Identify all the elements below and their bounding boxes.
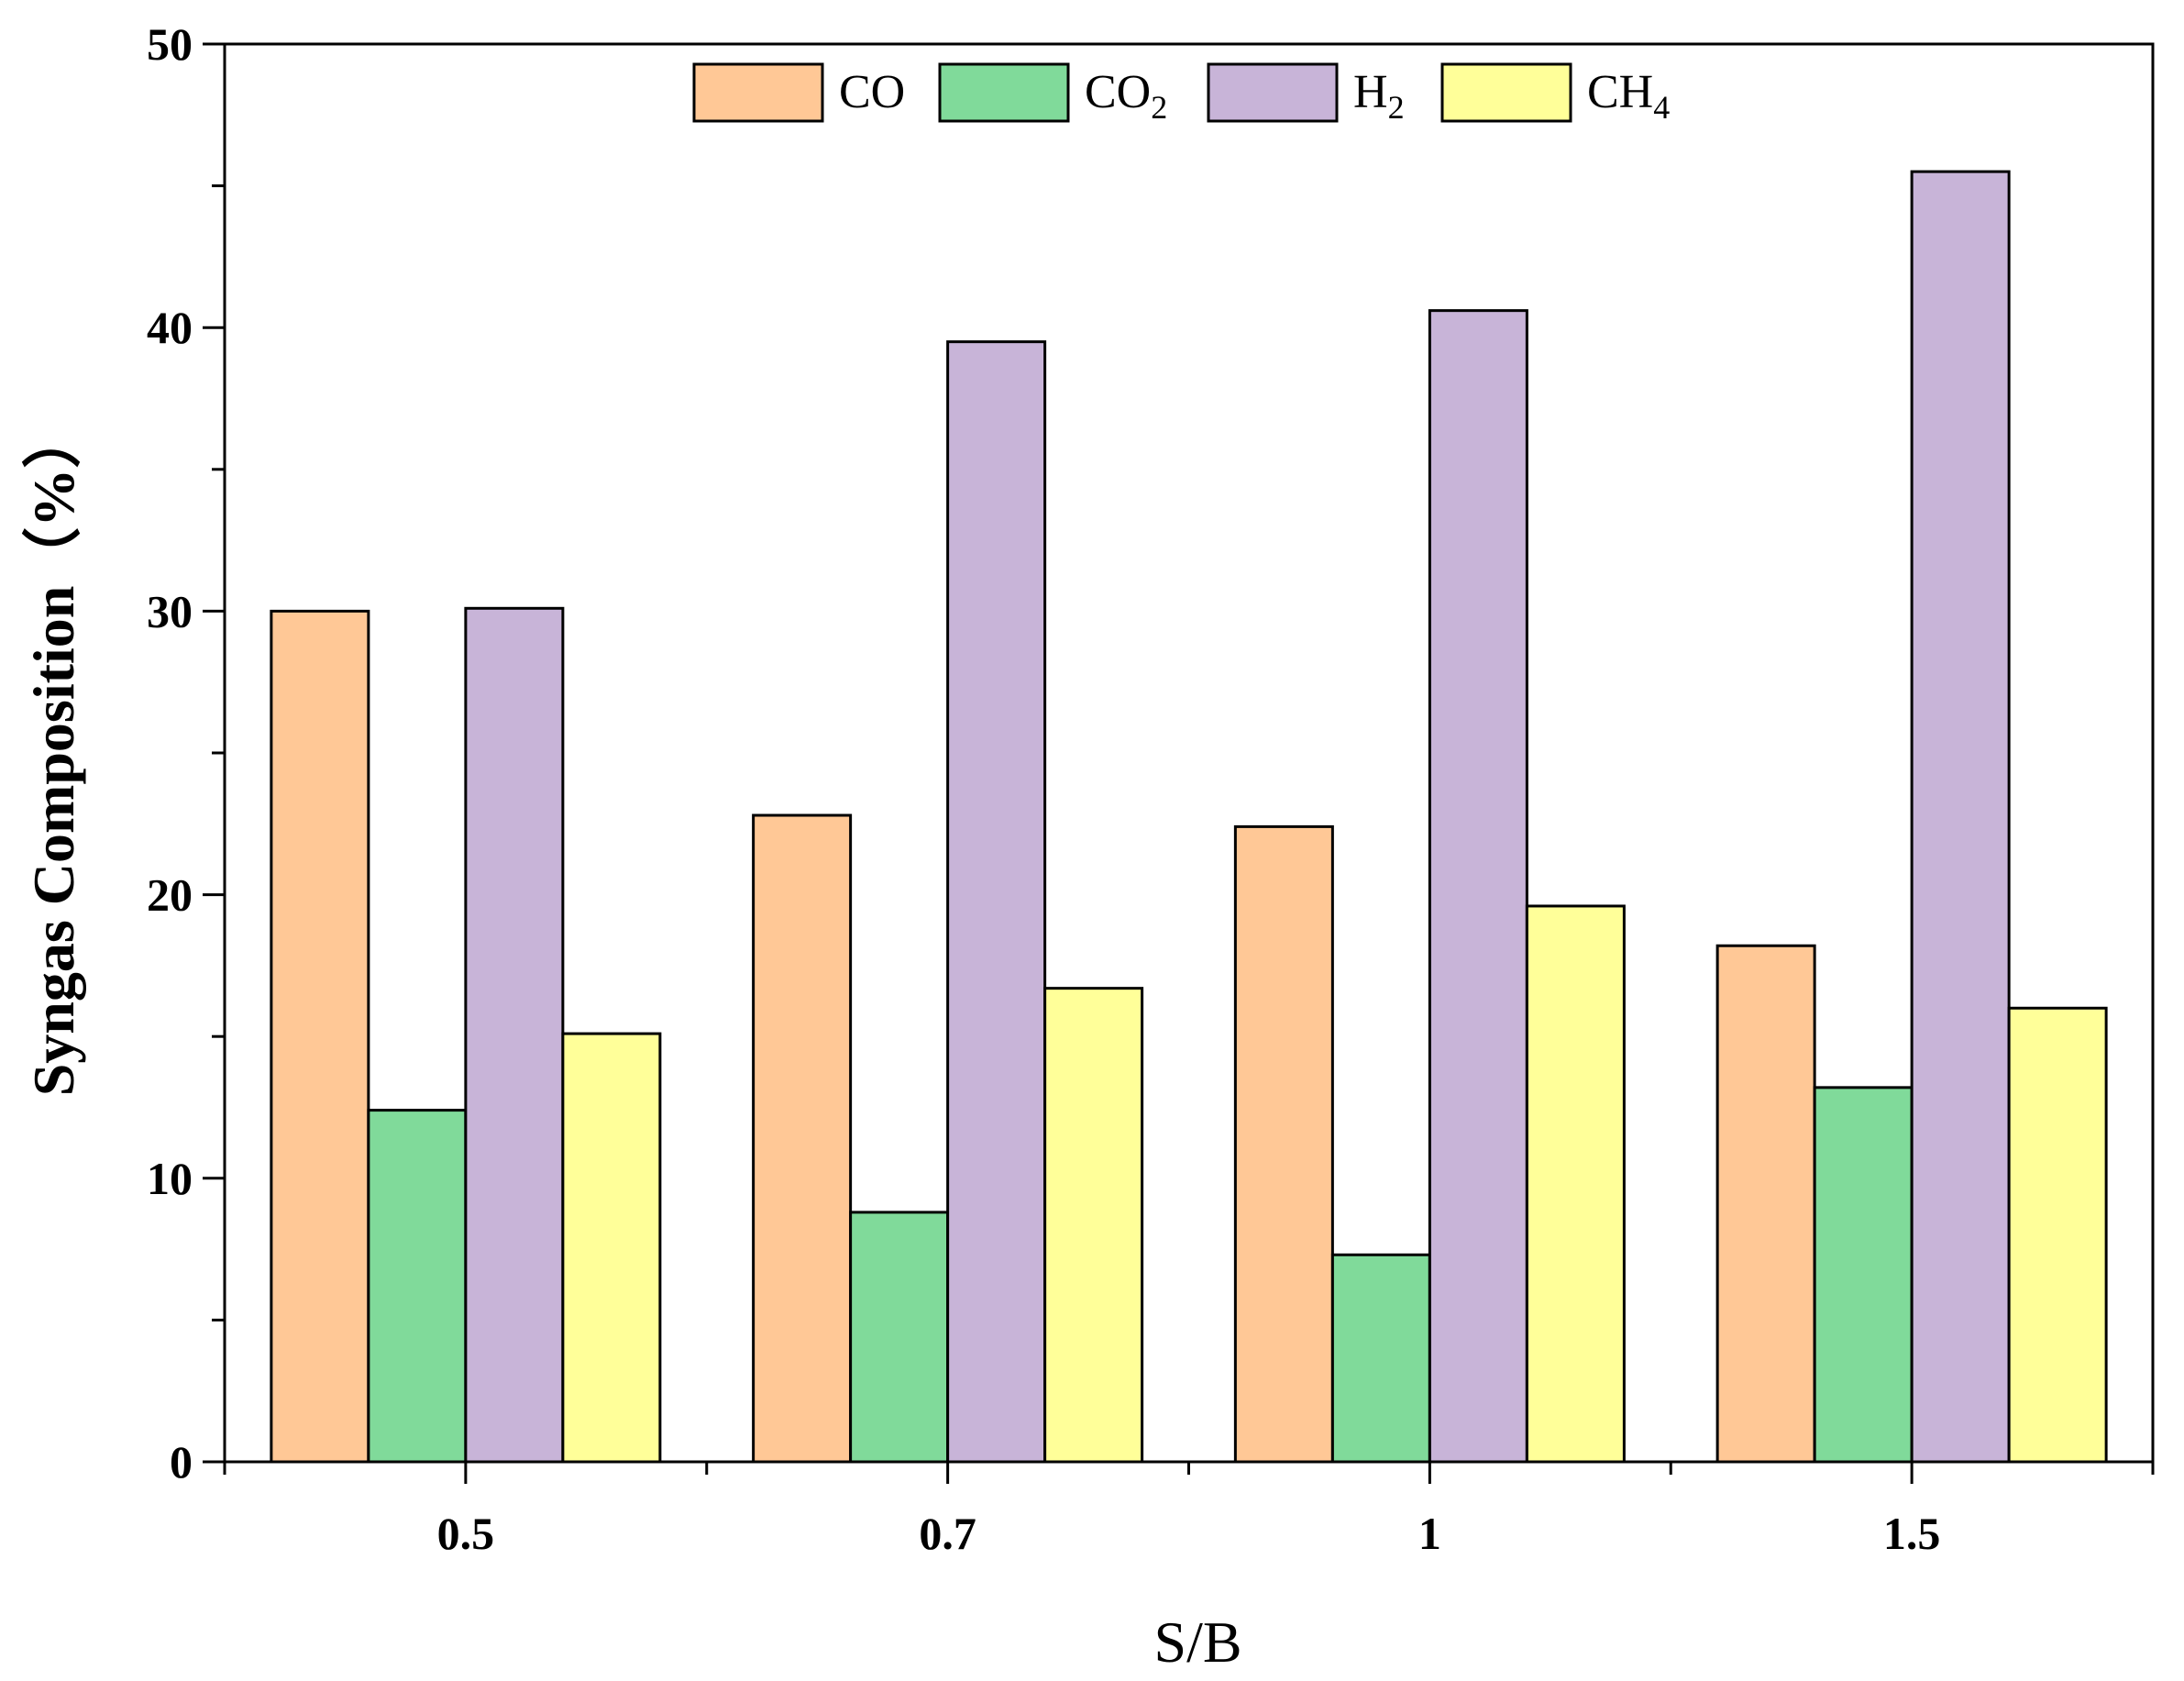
x-tick-label: 1.5 bbox=[1883, 1508, 1941, 1559]
legend-label: CH4 bbox=[1587, 66, 1670, 126]
legend-subscript: 2 bbox=[1151, 89, 1167, 126]
axes-layer: 0 10 20 30 40 50 0.5 0.7 1 1.5 bbox=[147, 18, 2155, 1559]
legend-label: H2 bbox=[1353, 66, 1405, 126]
x-tick-label: 0.7 bbox=[919, 1508, 976, 1559]
bar-co-1_5 bbox=[1715, 944, 1816, 1464]
y-tick-label: 40 bbox=[147, 302, 193, 353]
bar-ch4-1_5 bbox=[2007, 1006, 2108, 1464]
bars-layer bbox=[270, 170, 2108, 1464]
bar-h2-0_5 bbox=[464, 606, 565, 1464]
y-tick-label: 30 bbox=[147, 585, 193, 636]
legend-item-h2: H2 bbox=[1207, 62, 1405, 126]
bar-co-0_7 bbox=[752, 813, 853, 1464]
bar-h2-1 bbox=[1428, 309, 1528, 1464]
y-tick-label: 20 bbox=[147, 869, 193, 921]
y-tick-label: 50 bbox=[147, 18, 193, 70]
y-axis-label: Syngas Composition（%） bbox=[21, 410, 86, 1097]
legend-subscript: 2 bbox=[1388, 89, 1405, 126]
x-axis-label: S/B bbox=[1153, 1609, 1241, 1675]
x-tick-label: 1 bbox=[1418, 1508, 1441, 1559]
legend-swatch bbox=[692, 62, 824, 123]
bar-co2-1_5 bbox=[1813, 1086, 1914, 1464]
legend-swatch bbox=[1207, 62, 1339, 123]
legend-label: CO bbox=[839, 66, 905, 118]
legend-subscript: 4 bbox=[1653, 89, 1670, 126]
legend-label: CO2 bbox=[1085, 66, 1167, 126]
legend-swatch bbox=[938, 62, 1070, 123]
legend-item-co: CO bbox=[692, 62, 905, 123]
x-tick-label: 0.5 bbox=[437, 1508, 495, 1559]
bar-ch4-1 bbox=[1525, 904, 1626, 1464]
bar-ch4-0_5 bbox=[561, 1032, 662, 1464]
bar-co2-0_7 bbox=[849, 1211, 950, 1464]
legend: CO CO2 H2 CH4 bbox=[692, 62, 1670, 126]
bar-co2-0_5 bbox=[367, 1109, 468, 1464]
legend-swatch bbox=[1440, 62, 1572, 123]
bar-h2-0_7 bbox=[946, 340, 1047, 1464]
bar-h2-1_5 bbox=[1910, 170, 2011, 1464]
bar-ch4-0_7 bbox=[1043, 987, 1144, 1464]
legend-item-co2: CO2 bbox=[938, 62, 1167, 126]
y-tick-label: 10 bbox=[147, 1153, 193, 1204]
bar-co-1 bbox=[1233, 824, 1334, 1464]
y-tick-label: 0 bbox=[170, 1436, 193, 1487]
bar-co-0_5 bbox=[270, 609, 370, 1464]
bar-co2-1 bbox=[1330, 1253, 1431, 1464]
legend-item-ch4: CH4 bbox=[1440, 62, 1670, 126]
